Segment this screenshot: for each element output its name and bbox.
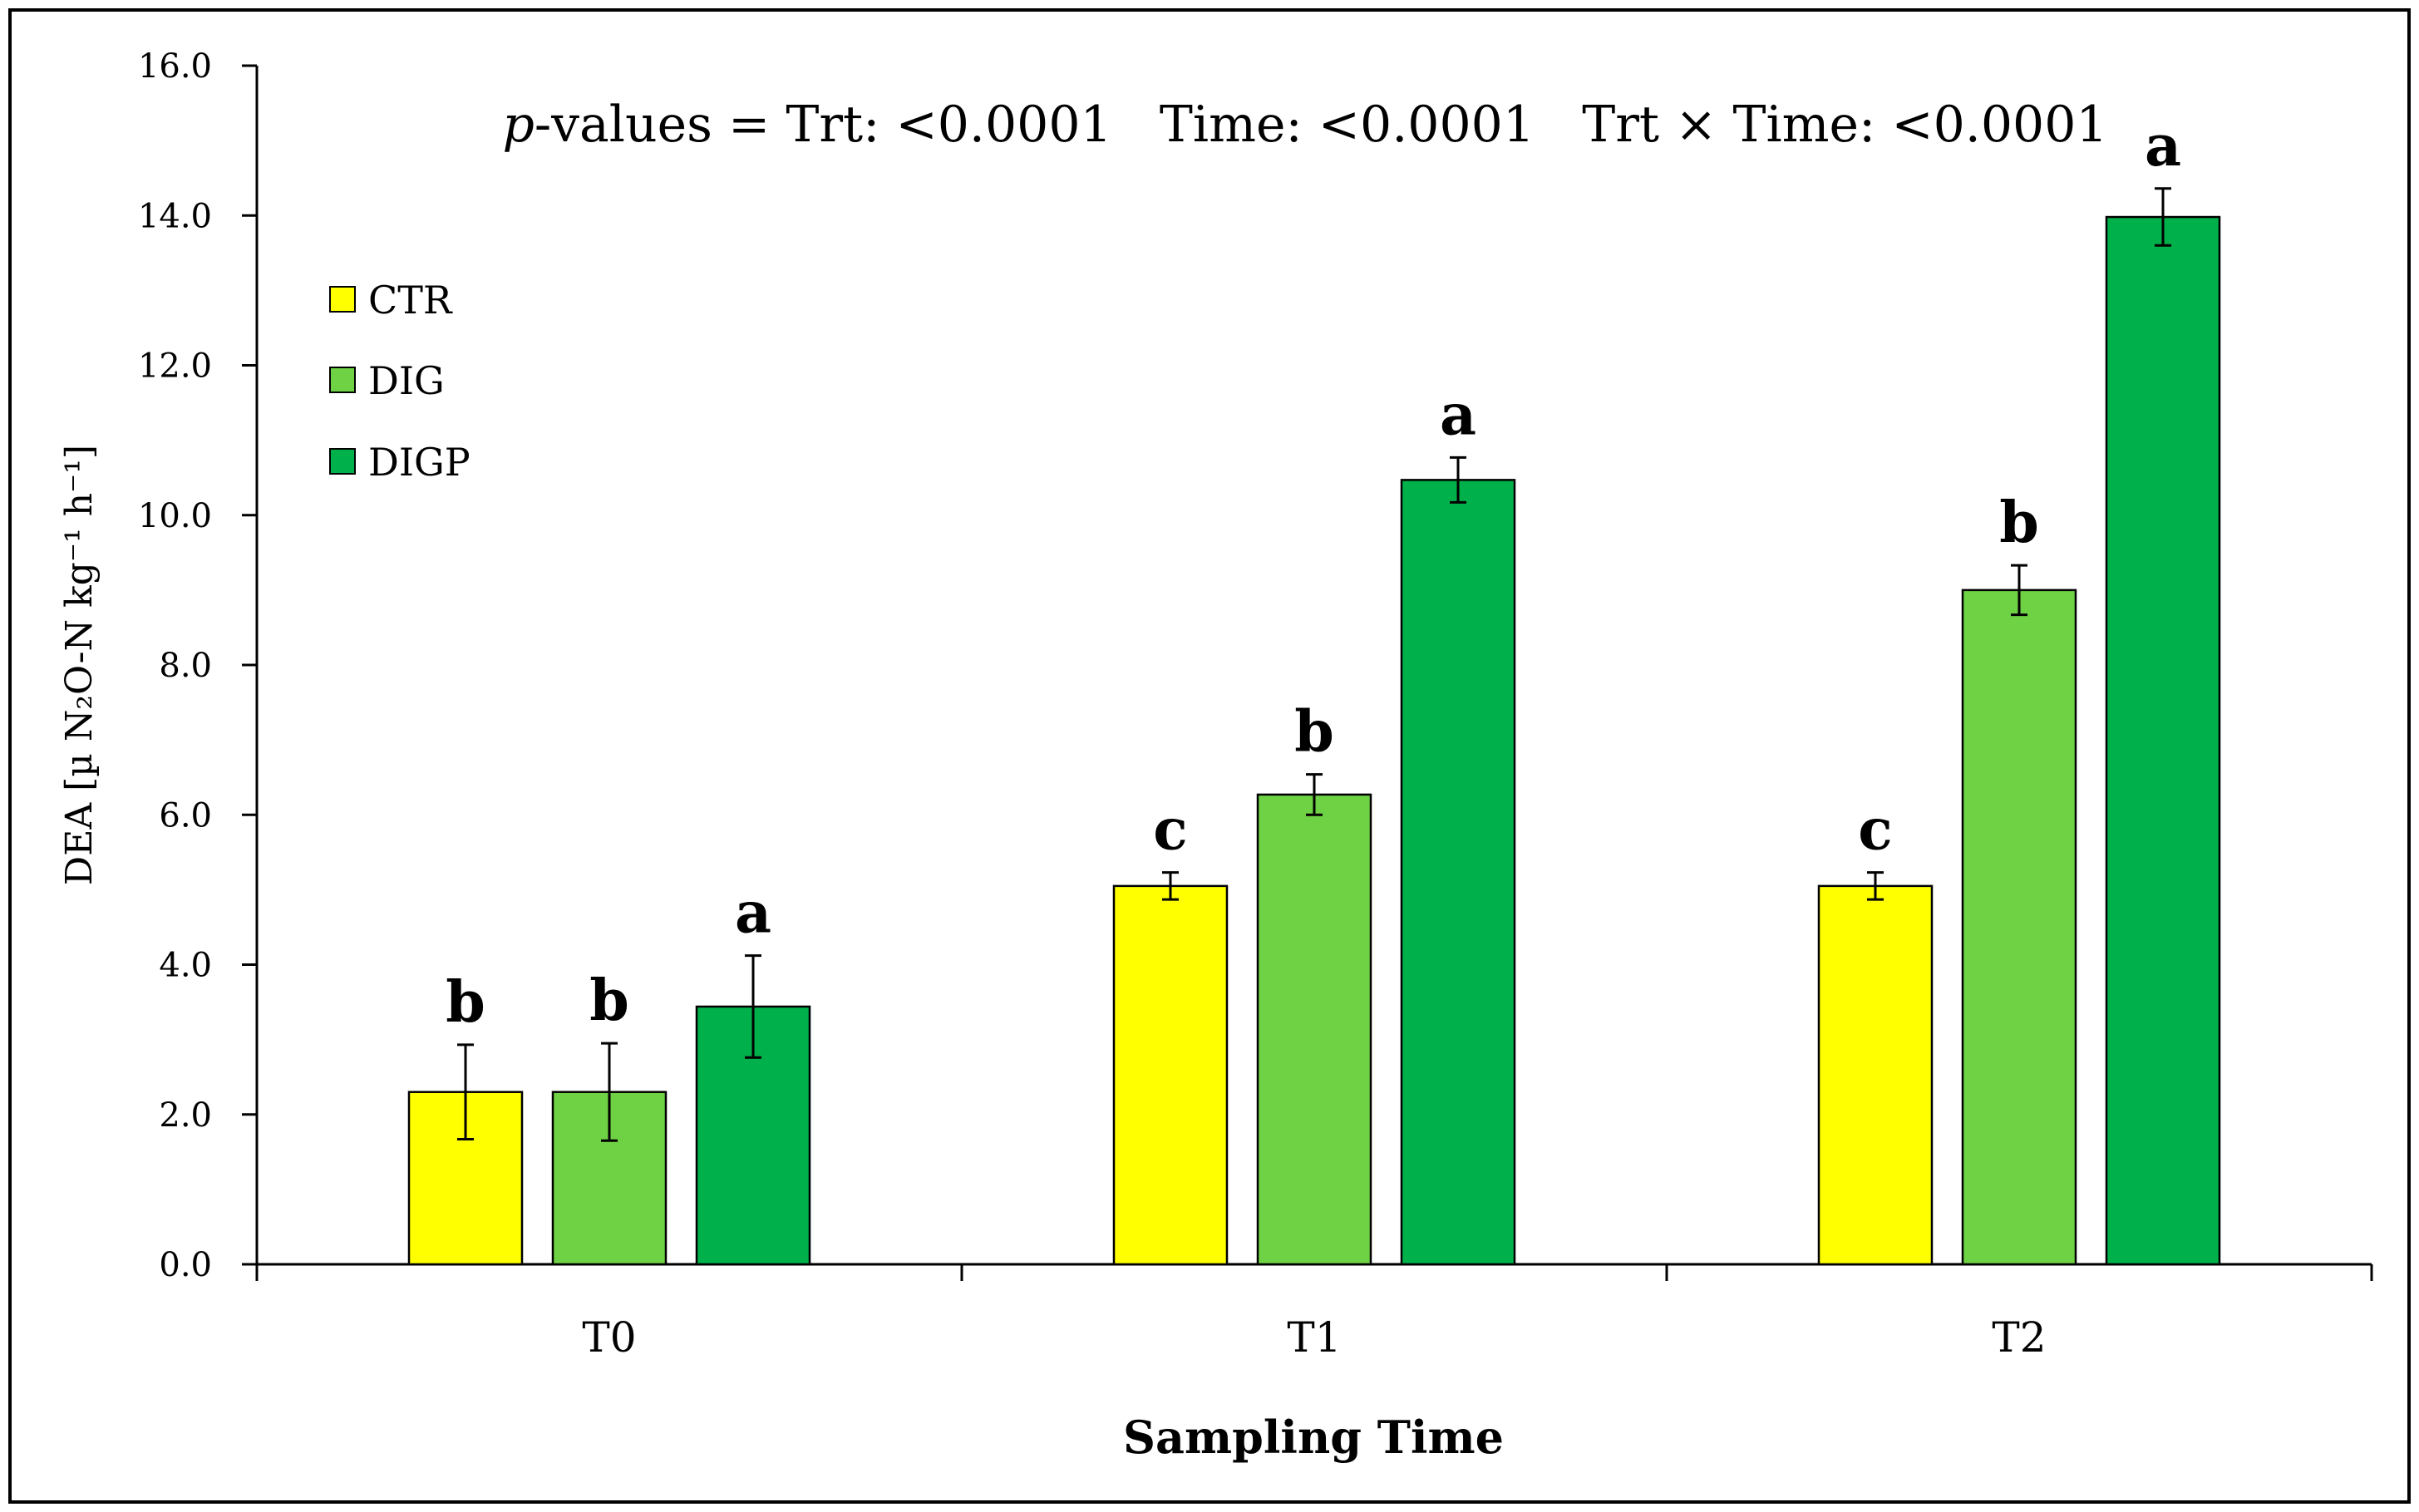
y-tick-label: 6.0 bbox=[159, 796, 212, 835]
x-axis-ticks: T0 T1 T2 bbox=[255, 1264, 2373, 1362]
significance-letters: b b a c b a c b a bbox=[446, 113, 2181, 1036]
legend-swatch-ctr bbox=[329, 286, 356, 313]
error-bars bbox=[457, 187, 2171, 1142]
bar-dig-t2 bbox=[1961, 589, 2077, 1266]
y-tick-label: 14.0 bbox=[138, 197, 212, 235]
x-tick-label-t2: T2 bbox=[1992, 1313, 2046, 1362]
legend-swatch-dig bbox=[329, 367, 356, 393]
significance-letter-ctr-t0: b bbox=[446, 969, 485, 1036]
p-values-annotation: p-values = Trt: <0.0001 Time: <0.0001 Tr… bbox=[502, 96, 2107, 154]
p-values-text: -values = Trt: <0.0001 Time: <0.0001 Trt… bbox=[535, 96, 2108, 154]
bar-dig-t1 bbox=[1256, 793, 1372, 1266]
significance-letter-digp-t1: a bbox=[1440, 382, 1476, 448]
legend-label-digp: DIGP bbox=[368, 440, 470, 485]
bar-digp-t1 bbox=[1400, 479, 1516, 1266]
bars bbox=[407, 215, 2221, 1266]
legend: CTR DIG DIGP bbox=[329, 278, 470, 485]
significance-letter-dig-t1: b bbox=[1294, 699, 1334, 766]
legend-label-dig: DIG bbox=[368, 358, 445, 403]
y-axis-title: DEA [µ N₂O-N kg⁻¹ h⁻¹] bbox=[58, 445, 101, 885]
legend-swatch-digp bbox=[329, 448, 356, 475]
x-tick-label-t1: T1 bbox=[1287, 1313, 1341, 1362]
y-tick-label: 10.0 bbox=[138, 497, 212, 535]
significance-letter-digp-t0: a bbox=[735, 880, 771, 947]
significance-letter-digp-t2: a bbox=[2145, 113, 2181, 180]
y-tick-label: 4.0 bbox=[159, 947, 212, 985]
p-italic: p bbox=[502, 96, 534, 154]
bar-ctr-t2 bbox=[1817, 884, 1934, 1266]
significance-letter-ctr-t2: c bbox=[1858, 797, 1892, 864]
y-tick-label: 2.0 bbox=[159, 1096, 212, 1135]
legend-label-ctr: CTR bbox=[368, 278, 453, 323]
y-axis-ticks: 0.0 2.0 4.0 6.0 8.0 10.0 12.0 14.0 16.0 bbox=[138, 47, 257, 1284]
significance-letter-dig-t0: b bbox=[589, 968, 629, 1034]
y-tick-label: 0.0 bbox=[159, 1246, 212, 1284]
significance-letter-dig-t2: b bbox=[1999, 490, 2039, 556]
significance-letter-ctr-t1: c bbox=[1153, 797, 1187, 864]
y-tick-label: 16.0 bbox=[138, 47, 212, 86]
y-tick-label: 12.0 bbox=[138, 347, 212, 386]
bar-digp-t2 bbox=[2105, 215, 2221, 1266]
bar-ctr-t1 bbox=[1112, 884, 1229, 1266]
y-tick-label: 8.0 bbox=[159, 647, 212, 685]
x-tick-label-t0: T0 bbox=[582, 1313, 636, 1362]
x-axis-title: Sampling Time bbox=[1123, 1411, 1504, 1464]
